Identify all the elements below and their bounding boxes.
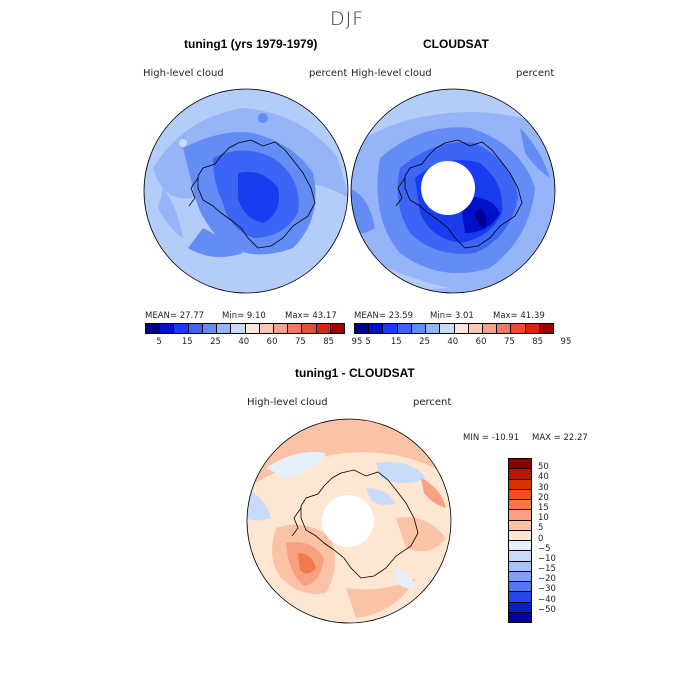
colorbar-tick-label: 5 (538, 523, 544, 534)
colorbar-tick-label: 75 (503, 337, 515, 347)
colorbar-swatch (454, 324, 469, 333)
colorbar-swatch (509, 479, 531, 490)
model-polar-map (143, 88, 349, 294)
colorbar-tick-label: −5 (538, 543, 551, 554)
colorbar-swatch (509, 489, 531, 500)
obs-field-label: High-level cloud (351, 68, 432, 79)
colorbar-swatch (146, 324, 161, 333)
obs-polar-map (350, 88, 556, 294)
diff-polar-map (246, 418, 452, 624)
diff-field-label: High-level cloud (247, 397, 328, 408)
colorbar-tick-label: 15 (538, 502, 549, 513)
colorbar-tick-label: 95 (560, 337, 572, 347)
colorbar-swatch (383, 324, 398, 333)
colorbar-swatch (411, 324, 427, 333)
colorbar-swatch (539, 324, 554, 333)
colorbar-swatch (509, 500, 531, 511)
model-max-stat: Max= 43.17 (285, 311, 337, 321)
colorbar-swatch (160, 324, 175, 333)
colorbar-tick-label: −30 (538, 584, 556, 595)
colorbar-swatch (525, 324, 540, 333)
model-field-label: High-level cloud (143, 68, 224, 79)
obs-min-stat: Min= 3.01 (430, 311, 474, 321)
colorbar-tick-label: 60 (475, 337, 487, 347)
colorbar-swatch (397, 324, 412, 333)
colorbar-tick-label: −10 (538, 553, 556, 564)
colorbar-swatch (509, 582, 531, 593)
colorbar-tick-label: −40 (538, 594, 556, 605)
colorbar-swatch (482, 324, 498, 333)
colorbar-tick-label: 15 (181, 337, 193, 347)
colorbar-tick-label: 95 (351, 337, 363, 347)
colorbar-swatch (509, 571, 531, 582)
obs-colorbar (354, 323, 554, 334)
colorbar-swatch (509, 551, 531, 562)
colorbar-tick-label: −15 (538, 564, 556, 575)
colorbar-swatch (509, 612, 531, 622)
figure-title: DJF (330, 8, 365, 30)
colorbar-tick-label: 25 (210, 337, 221, 347)
colorbar-swatch (330, 324, 345, 333)
colorbar-tick-label: 40 (447, 337, 459, 347)
model-colorbar (145, 323, 345, 334)
colorbar-swatch (509, 602, 531, 613)
colorbar-swatch (440, 324, 455, 333)
colorbar-swatch (231, 324, 246, 333)
colorbar-swatch (288, 324, 303, 333)
colorbar-swatch (509, 541, 531, 552)
colorbar-tick-label: 15 (390, 337, 402, 347)
diff-min-stat: MIN = -10.91 (463, 433, 520, 443)
colorbar-swatch (509, 520, 531, 531)
colorbar-swatch (202, 324, 218, 333)
diff-units-label: percent (413, 397, 452, 408)
colorbar-swatch (245, 324, 260, 333)
colorbar-swatch (174, 324, 189, 333)
colorbar-tick-label: 20 (538, 492, 549, 503)
colorbar-tick-label: −20 (538, 574, 556, 585)
colorbar-swatch (511, 324, 526, 333)
colorbar-tick-label: 30 (538, 482, 549, 493)
colorbar-swatch (217, 324, 232, 333)
colorbar-tick-label: 5 (156, 337, 162, 347)
colorbar-swatch (509, 561, 531, 572)
obs-max-stat: Max= 41.39 (493, 311, 545, 321)
colorbar-tick-label: 40 (238, 337, 250, 347)
colorbar-tick-label: 85 (532, 337, 544, 347)
obs-panel-title: CLOUDSAT (423, 37, 489, 51)
colorbar-swatch (188, 324, 203, 333)
colorbar-tick-label: 75 (294, 337, 306, 347)
model-mean-stat: MEAN= 27.77 (145, 311, 205, 321)
colorbar-tick-label: 5 (365, 337, 371, 347)
colorbar-swatch (509, 459, 531, 470)
colorbar-swatch (316, 324, 331, 333)
colorbar-swatch (426, 324, 441, 333)
diff-panel-title: tuning1 - CLOUDSAT (295, 366, 415, 380)
colorbar-tick-label: 0 (538, 533, 544, 544)
colorbar-tick-label: 50 (538, 462, 549, 473)
colorbar-swatch (259, 324, 274, 333)
colorbar-tick-label: 25 (419, 337, 430, 347)
model-min-stat: Min= 9.10 (222, 311, 266, 321)
colorbar-swatch (509, 469, 531, 480)
colorbar-swatch (355, 324, 370, 333)
colorbar-swatch (509, 510, 531, 521)
colorbar-tick-label: −50 (538, 604, 556, 615)
colorbar-tick-label: 60 (266, 337, 278, 347)
diff-max-stat: MAX = 22.27 (532, 433, 588, 443)
obs-units-label: percent (516, 68, 555, 79)
colorbar-swatch (509, 530, 531, 541)
colorbar-tick-label: 10 (538, 513, 549, 524)
colorbar-swatch (369, 324, 384, 333)
colorbar-swatch (509, 592, 531, 603)
diff-colorbar (508, 458, 532, 623)
colorbar-swatch (497, 324, 512, 333)
model-panel-title: tuning1 (yrs 1979-1979) (184, 37, 318, 51)
colorbar-swatch (302, 324, 317, 333)
model-units-label: percent (309, 68, 348, 79)
colorbar-swatch (273, 324, 289, 333)
colorbar-swatch (468, 324, 483, 333)
colorbar-tick-label: 85 (323, 337, 335, 347)
colorbar-tick-label: 40 (538, 472, 549, 483)
obs-mean-stat: MEAN= 23.59 (354, 311, 414, 321)
